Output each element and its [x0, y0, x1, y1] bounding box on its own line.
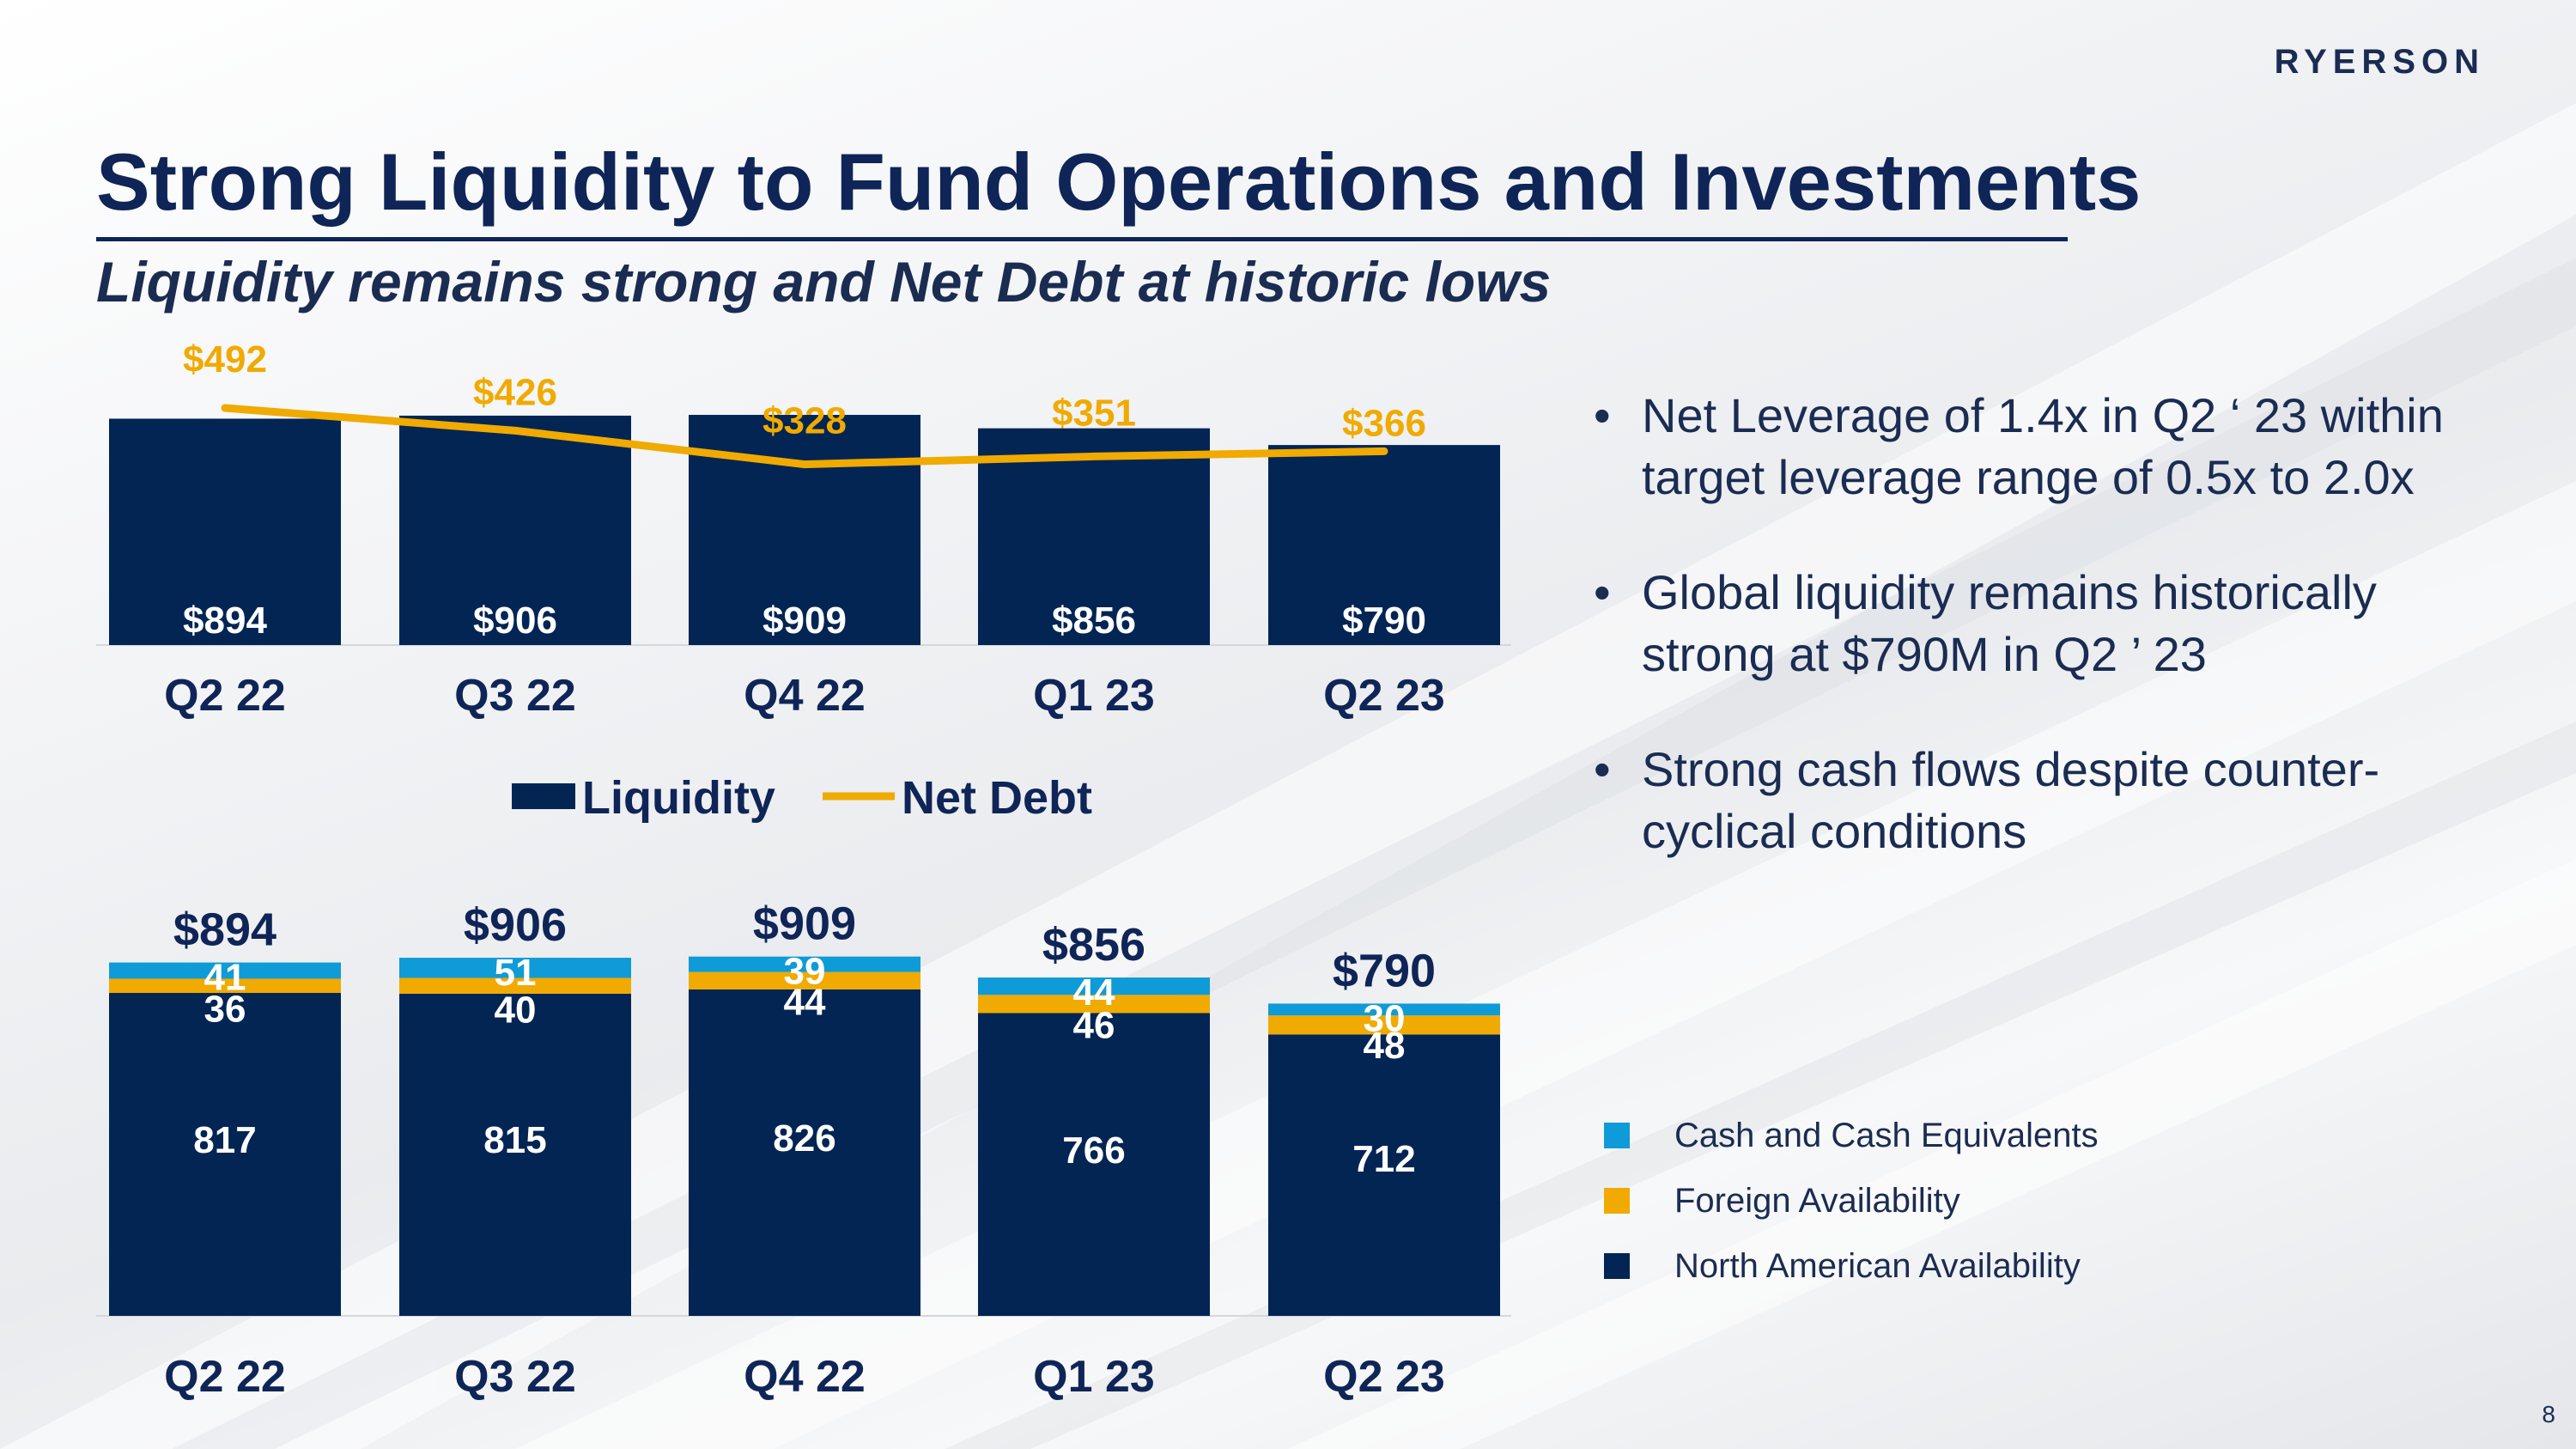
top-x-tick-label: Q4 22: [744, 671, 866, 721]
ryerson-logo: RYERSON: [2274, 43, 2485, 81]
top-x-tick-label: Q1 23: [1033, 671, 1155, 721]
net-debt-value-label: $351: [1052, 392, 1136, 434]
legend-swatch-cash: [1604, 1123, 1630, 1148]
liquidity-value-label: $894: [183, 600, 267, 642]
top-x-tick-label: Q2 22: [164, 671, 286, 721]
cash-segment: [689, 956, 920, 972]
north-american-availability-segment: [109, 993, 341, 1316]
cash-segment: [399, 958, 631, 978]
legend-swatch-liquidity: [512, 783, 575, 809]
legend-swatch-north-american: [1604, 1253, 1630, 1279]
legend-label-north-american: North American Availability: [1674, 1246, 2081, 1285]
foreign-availability-segment: [109, 978, 341, 994]
slide-subtitle: Liquidity remains strong and Net Debt at…: [96, 250, 1552, 314]
foreign-availability-segment: [689, 971, 920, 989]
foreign-availability-segment: [1268, 1015, 1500, 1035]
foreign-availability-segment: [978, 995, 1210, 1014]
foreign-value-label: 44: [784, 982, 826, 1024]
liquidity-bar: [109, 418, 341, 645]
top-x-tick-label: Q2 23: [1323, 671, 1445, 721]
liquidity-value-label: $906: [473, 600, 557, 642]
total-value-label: $909: [753, 898, 856, 950]
slide-title: Strong Liquidity to Fund Operations and …: [96, 137, 2142, 227]
north-american-availability-segment: [1268, 1034, 1500, 1316]
breakdown-legend: Cash and Cash Equivalents Foreign Availa…: [1604, 1103, 2099, 1299]
north-american-value-label: 766: [1062, 1129, 1125, 1172]
legend-item-cash: Cash and Cash Equivalents: [1604, 1103, 2099, 1168]
legend-label-cash: Cash and Cash Equivalents: [1674, 1116, 2099, 1154]
north-american-value-label: 826: [773, 1117, 835, 1160]
net-debt-line: [221, 404, 1388, 469]
liquidity-netdebt-chart: $894 Q2 22 $906 Q3 22 $909 Q4 22 $856 Q1 23 $790…: [96, 338, 1511, 824]
total-value-label: $790: [1333, 945, 1436, 996]
bottom-x-tick-label: Q3 22: [454, 1352, 576, 1402]
liquidity-value-label: $856: [1052, 600, 1136, 642]
top-x-tick-label: Q3 22: [454, 671, 576, 721]
cash-value-label: 30: [1364, 997, 1406, 1039]
total-value-label: $856: [1042, 919, 1145, 971]
cash-value-label: 51: [495, 952, 537, 994]
cash-segment: [978, 977, 1210, 995]
foreign-value-label: 40: [495, 989, 537, 1032]
legend-label-liquidity: Liquidity: [582, 772, 775, 824]
cash-value-label: 44: [1073, 971, 1115, 1014]
net-debt-value-label: $492: [183, 338, 267, 381]
bullet-net-leverage: Net Leverage of 1.4x in Q2 ‘ 23 within t…: [1589, 385, 2516, 508]
cash-value-label: 39: [784, 951, 826, 993]
legend-swatch-foreign: [1604, 1188, 1630, 1214]
net-debt-value-label: $366: [1342, 402, 1426, 444]
cash-segment: [109, 962, 341, 979]
foreign-value-label: 46: [1073, 1004, 1115, 1046]
page-number: 8: [2542, 1401, 2555, 1428]
cash-value-label: 41: [204, 957, 246, 999]
legend-item-north-american: North American Availability: [1604, 1233, 2099, 1299]
bottom-x-tick-label: Q2 22: [164, 1352, 286, 1402]
legend-label-net-debt: Net Debt: [902, 772, 1092, 824]
key-points-list: Net Leverage of 1.4x in Q2 ‘ 23 within t…: [1589, 385, 2516, 916]
net-debt-value-label: $328: [762, 400, 847, 442]
total-value-label: $894: [173, 904, 276, 956]
liquidity-value-label: $909: [762, 600, 847, 642]
north-american-value-label: 815: [483, 1119, 546, 1161]
bottom-x-tick-label: Q1 23: [1033, 1352, 1155, 1402]
bottom-x-tick-label: Q2 23: [1323, 1352, 1445, 1402]
liquidity-value-label: $790: [1342, 600, 1426, 642]
legend-label-foreign: Foreign Availability: [1674, 1181, 1960, 1220]
liquidity-bar: [399, 415, 631, 645]
bullet-cash-flows: Strong cash flows despite counter-cyclic…: [1589, 739, 2516, 862]
title-underline: [96, 237, 2068, 241]
north-american-value-label: 817: [193, 1119, 256, 1161]
bullet-global-liquidity: Global liquidity remains historically st…: [1589, 562, 2516, 685]
total-value-label: $906: [464, 899, 567, 951]
foreign-value-label: 36: [204, 988, 246, 1030]
net-debt-value-label: $426: [473, 371, 557, 413]
north-american-availability-segment: [689, 989, 920, 1316]
liquidity-bar: [978, 428, 1210, 645]
legend-item-foreign: Foreign Availability: [1604, 1168, 2099, 1233]
foreign-value-label: 48: [1364, 1025, 1406, 1067]
cash-segment: [1268, 1003, 1500, 1016]
north-american-value-label: 712: [1352, 1138, 1415, 1180]
north-american-availability-segment: [399, 993, 631, 1316]
bottom-x-tick-label: Q4 22: [744, 1352, 866, 1402]
liquidity-bar: [1268, 445, 1500, 645]
foreign-availability-segment: [399, 977, 631, 994]
north-american-availability-segment: [978, 1013, 1210, 1316]
